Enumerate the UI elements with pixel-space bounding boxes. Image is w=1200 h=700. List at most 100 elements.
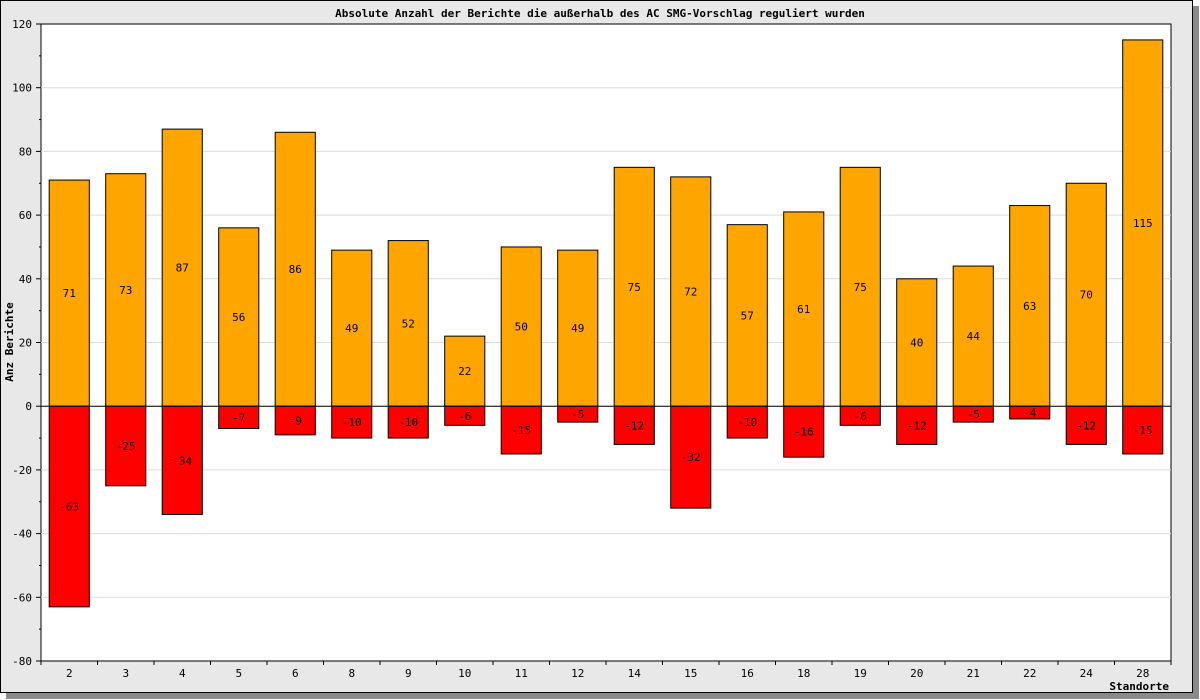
bar-value-label: 49 [571, 322, 584, 335]
bar-value-label: 70 [1080, 289, 1093, 302]
bar-12-series-0 [557, 249, 599, 407]
bar-value-label: 115 [1133, 217, 1153, 230]
x-tick-label: 6 [292, 667, 299, 680]
bar-value-label: 72 [684, 286, 697, 299]
x-tick-label: 11 [515, 667, 528, 680]
bar-value-label: -6 [854, 410, 867, 423]
x-tick-label: 5 [235, 667, 242, 680]
bar-value-label: 63 [1023, 300, 1036, 313]
bar-value-label: -9 [289, 415, 302, 428]
bar-28-series-0 [1122, 39, 1164, 407]
bar-2-series-0 [48, 179, 90, 407]
bar-14-series-0 [613, 166, 655, 407]
y-tick-label: -80 [12, 655, 32, 668]
bar-value-label: 75 [854, 281, 867, 294]
bar-value-label: -32 [681, 451, 701, 464]
x-tick-label: 4 [179, 667, 186, 680]
bar-9-series-0 [387, 240, 429, 407]
axes: -80 -60 -40 -20 0 20 40 60 80 100 120 2 3 4 5 6 8 9 10 11 12… [12, 18, 1172, 680]
bar-11-series-0 [500, 246, 542, 407]
bar-5-series-0 [218, 227, 260, 407]
chart-title: Absolute Anzahl der Berichte die außerha… [335, 7, 865, 20]
bar-6-series-0 [274, 131, 316, 407]
x-tick-label: 8 [348, 667, 355, 680]
bar-value-label: -15 [511, 424, 531, 437]
x-tick-label: 28 [1136, 667, 1149, 680]
y-tick-label: 120 [12, 18, 32, 31]
bar-value-label: -63 [59, 501, 79, 514]
bar-15-series-1 [670, 405, 712, 509]
bar-value-label: 86 [289, 263, 302, 276]
bar-16-series-1 [726, 405, 768, 439]
bar-value-label: 71 [63, 287, 76, 300]
bar-10-series-0 [444, 335, 486, 407]
bar-value-label: -25 [116, 440, 136, 453]
bar-value-label: -4 [1023, 407, 1037, 420]
bar-value-label: -5 [967, 408, 980, 421]
bar-value-label: 57 [741, 309, 754, 322]
bar-value-label: -6 [458, 410, 471, 423]
bar-21-series-0 [952, 265, 994, 407]
y-axis-label: Anz Berichte [3, 302, 16, 382]
x-tick-label: 14 [628, 667, 642, 680]
x-tick-label: 19 [854, 667, 867, 680]
bar-value-label: -5 [571, 408, 584, 421]
y-tick-label: 20 [19, 337, 32, 350]
bar-18-series-1 [783, 405, 825, 458]
bar-15-series-0 [670, 176, 712, 407]
y-tick-label: 40 [19, 273, 32, 286]
bar-value-label: 50 [515, 321, 528, 334]
y-tick-label: -60 [12, 591, 32, 604]
x-tick-label: 12 [571, 667, 584, 680]
bar-24-series-0 [1065, 182, 1107, 407]
bar-value-label: 87 [176, 262, 189, 275]
bar-value-label: 44 [967, 330, 981, 343]
bar-value-label: -12 [907, 419, 927, 432]
bar-value-label: -10 [342, 416, 362, 429]
bar-14-series-1 [613, 405, 655, 445]
bar-value-label: -12 [1076, 419, 1096, 432]
y-tick-label: 0 [25, 400, 32, 413]
y-tick-label: -40 [12, 528, 32, 541]
bar-value-label: -10 [737, 416, 757, 429]
x-tick-label: 3 [122, 667, 129, 680]
y-tick-label: 60 [19, 209, 32, 222]
x-axis-label: Standorte [1109, 680, 1169, 693]
bar-value-label: -34 [172, 454, 192, 467]
bar-value-label: -12 [624, 419, 644, 432]
x-tick-label: 22 [1023, 667, 1036, 680]
bar-8-series-0 [331, 249, 373, 407]
bar-value-label: 73 [119, 284, 132, 297]
x-tick-label: 21 [967, 667, 980, 680]
bar-9-series-1 [387, 405, 429, 439]
x-tick-label: 9 [405, 667, 412, 680]
bars: 71 73 87 56 86 49 52 22 50 49 75 72 57 61 75 40 44 63 70 11… [48, 39, 1164, 608]
x-tick-label: 2 [66, 667, 73, 680]
bar-value-label: -10 [398, 416, 418, 429]
bar-value-label: -15 [1133, 424, 1153, 437]
bar-24-series-1 [1065, 405, 1107, 445]
bar-value-label: 61 [797, 303, 810, 316]
x-tick-label: 10 [458, 667, 471, 680]
bar-2-series-1 [48, 405, 90, 608]
bar-20-series-0 [896, 278, 938, 407]
bar-value-label: 22 [458, 365, 471, 378]
bar-value-label: 40 [910, 337, 923, 350]
y-tick-label: -20 [12, 464, 32, 477]
bar-6-series-1 [274, 405, 316, 436]
bar-22-series-0 [1009, 205, 1051, 407]
y-tick-label: 80 [19, 145, 32, 158]
bar-value-label: -7 [232, 411, 245, 424]
bar-value-label: 75 [628, 281, 641, 294]
x-tick-label: 15 [684, 667, 697, 680]
bar-20-series-1 [896, 405, 938, 445]
bar-3-series-1 [105, 405, 147, 487]
bar-value-label: 49 [345, 322, 358, 335]
bar-4-series-0 [161, 128, 203, 407]
y-tick-label: 100 [12, 82, 32, 95]
x-tick-label: 16 [741, 667, 754, 680]
x-tick-label: 20 [910, 667, 923, 680]
bar-value-label: 52 [402, 317, 415, 330]
x-tick-label: 18 [797, 667, 810, 680]
